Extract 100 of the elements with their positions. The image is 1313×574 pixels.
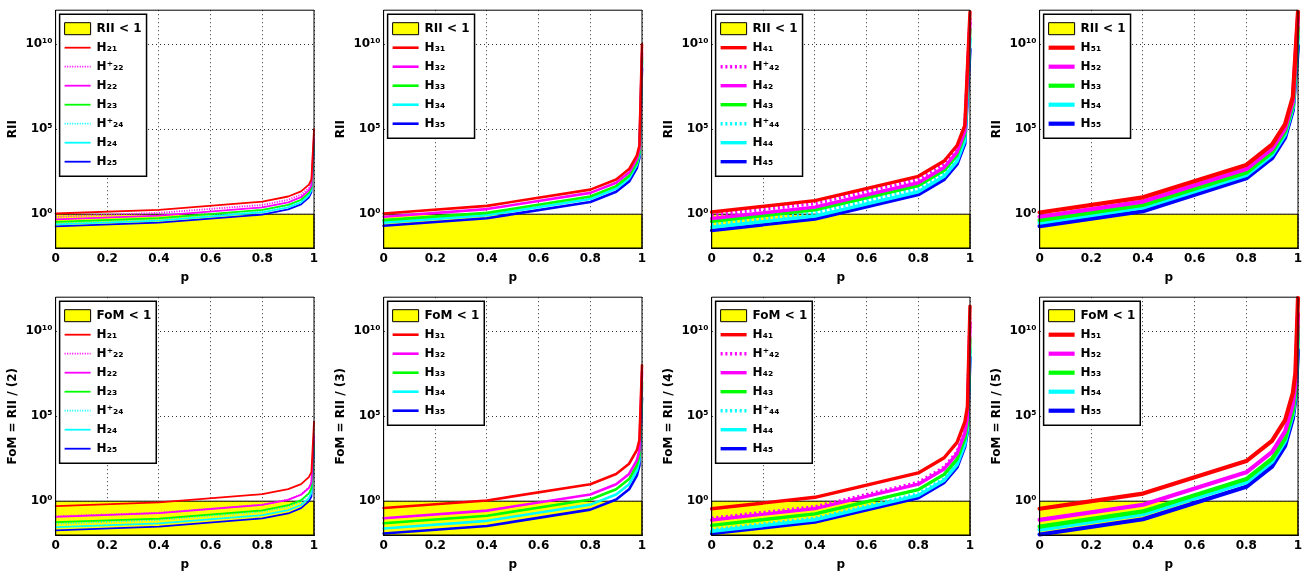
y-tick-label: 10⁰ [686,493,709,508]
x-tick-label: 0.4 [804,537,826,552]
legend-label: H₄₃ [752,96,774,111]
legend-label: H₂₁ [96,39,118,54]
legend-label: H₂₅ [96,440,118,455]
x-axis-title: p [1164,269,1174,284]
legend-label: H₄₁ [752,326,774,341]
y-tick-label: 10⁰ [1014,493,1037,508]
x-tick-label: 0.6 [200,250,222,265]
x-tick-label: 0 [1035,537,1044,552]
y-tick-label: 10⁰ [1014,206,1037,221]
legend-label: H₄₃ [752,383,774,398]
x-tick-label: 0.6 [200,537,222,552]
y-tick-label: 10¹⁰ [25,36,53,51]
y-axis-title: RII [333,120,348,139]
legend-label: H₂₄ [96,134,118,149]
x-axis-title: p [180,269,190,284]
x-tick-label: 0.2 [96,250,118,265]
legend-label: FoM < 1 [1080,307,1136,322]
x-tick-label: 0.2 [752,250,774,265]
x-tick-label: 0.6 [528,250,550,265]
x-tick-label: 0 [707,537,716,552]
x-tick-label: 0.4 [148,250,170,265]
y-tick-label: 10⁰ [30,493,53,508]
y-tick-label: 10⁵ [686,121,709,136]
x-tick-label: 0 [51,250,60,265]
legend-label: H₅₁ [1080,39,1102,54]
x-tick-label: 0.8 [251,537,273,552]
legend-label: H⁺₄₄ [752,402,780,417]
legend-label: H⁺₄₄ [752,115,780,130]
legend-label: H₂₁ [96,326,118,341]
legend-label: H₃₃ [424,364,446,379]
legend-label: H₂₄ [96,421,118,436]
legend-label: RII < 1 [752,20,798,35]
x-tick-label: 1 [309,250,319,265]
x-axis-title: p [836,556,846,571]
legend-label: RII < 1 [424,20,470,35]
legend-label: H₂₂ [96,364,118,379]
legend-label: H₅₄ [1080,96,1102,111]
y-axis-title: FoM = RII / (4) [661,367,676,465]
x-tick-label: 0.2 [1080,537,1102,552]
y-tick-label: 10¹⁰ [1009,36,1037,51]
x-tick-label: 0.2 [424,250,446,265]
legend-label: H₃₂ [424,345,446,360]
legend-label: H₅₄ [1080,383,1102,398]
x-tick-label: 0.2 [96,537,118,552]
x-tick-label: 0 [379,250,388,265]
legend-label: H₂₂ [96,77,118,92]
legend-label: FoM < 1 [752,307,808,322]
x-tick-label: 0.8 [251,250,273,265]
x-tick-label: 1 [637,250,647,265]
legend-label: H₄₁ [752,39,774,54]
legend-label: H₃₄ [424,383,446,398]
y-tick-label: 10⁵ [686,408,709,423]
y-tick-label: 10⁰ [358,206,381,221]
y-tick-label: 10⁵ [1014,121,1037,136]
y-tick-label: 10⁵ [30,121,53,136]
x-tick-label: 0 [1035,250,1044,265]
legend-label: FoM < 1 [424,307,480,322]
legend-label: H₃₄ [424,96,446,111]
legend-label: H₄₅ [752,153,774,168]
y-tick-label: 10¹⁰ [353,36,381,51]
y-tick-label: 10⁰ [686,206,709,221]
legend-label: H₄₄ [752,134,774,149]
legend-label: H⁺₂₂ [96,58,124,73]
y-tick-label: 10⁵ [358,408,381,423]
legend-label: H₃₅ [424,402,446,417]
legend-label: H₅₃ [1080,77,1102,92]
x-tick-label: 0.2 [752,537,774,552]
x-tick-label: 0.4 [148,537,170,552]
legend-label: H₄₂ [752,364,774,379]
x-tick-label: 1 [965,250,975,265]
x-axis-title: p [508,556,518,571]
x-tick-label: 0.4 [1132,250,1154,265]
x-tick-label: 0.4 [804,250,826,265]
x-axis-title: p [1164,556,1174,571]
x-tick-label: 0.8 [579,250,601,265]
legend-label: H₅₃ [1080,364,1102,379]
x-tick-label: 0.6 [1184,537,1206,552]
x-tick-label: 0.8 [907,537,929,552]
y-axis-title: FoM = RII / (3) [333,367,348,465]
y-tick-label: 10⁰ [30,206,53,221]
x-tick-label: 0.2 [1080,250,1102,265]
x-tick-label: 0.4 [476,537,498,552]
x-tick-label: 0 [707,250,716,265]
legend-label: H₄₅ [752,440,774,455]
y-tick-label: 10⁰ [358,493,381,508]
legend-label: H₃₂ [424,58,446,73]
legend-label: H₂₃ [96,96,118,111]
x-tick-label: 0.8 [579,537,601,552]
y-axis-title: RII [661,120,676,139]
legend-label: H₄₄ [752,421,774,436]
x-axis-title: p [180,556,190,571]
x-tick-label: 1 [1293,250,1303,265]
x-tick-label: 0.4 [476,250,498,265]
x-tick-label: 0 [51,537,60,552]
legend-label: H₃₃ [424,77,446,92]
x-tick-label: 0.8 [1235,537,1257,552]
legend-label: H₄₂ [752,77,774,92]
y-tick-label: 10⁵ [1014,408,1037,423]
